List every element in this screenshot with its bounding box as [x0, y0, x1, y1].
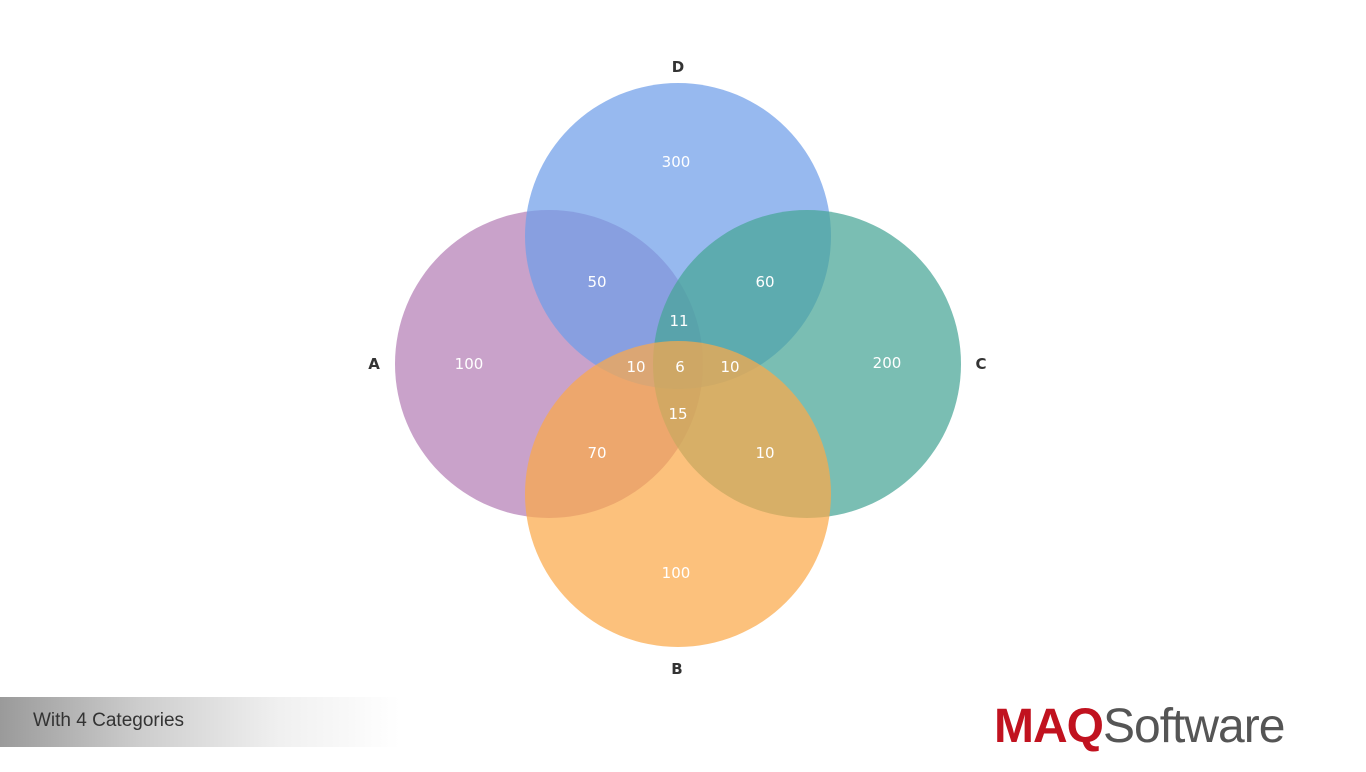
set-a-label: A [368, 355, 380, 373]
logo-software-text: Software [1102, 700, 1285, 753]
set-b-circle [525, 341, 831, 647]
set-c-label: C [975, 355, 986, 373]
caption-bar: With 4 Categories [0, 697, 400, 747]
region-c-only-value: 200 [873, 354, 902, 372]
region-ab-value: 70 [587, 444, 606, 462]
maq-software-logo: MAQSoftware [994, 700, 1285, 754]
region-bcd-value: 10 [720, 358, 739, 376]
region-b-only-value: 100 [662, 564, 691, 582]
region-ad-value: 50 [587, 273, 606, 291]
caption-text: With 4 Categories [33, 710, 185, 731]
region-cd-value: 60 [755, 273, 774, 291]
region-abc-value: 15 [668, 405, 687, 423]
set-b-label: B [671, 660, 682, 678]
region-abcd-value: 6 [675, 358, 685, 376]
logo-maq-text: MAQ [994, 700, 1104, 753]
region-d-only-value: 300 [662, 153, 691, 171]
region-abd-value: 10 [626, 358, 645, 376]
region-bc-value: 10 [755, 444, 774, 462]
region-a-only-value: 100 [455, 355, 484, 373]
set-d-label: D [672, 58, 684, 76]
region-acd-value: 11 [669, 312, 688, 330]
